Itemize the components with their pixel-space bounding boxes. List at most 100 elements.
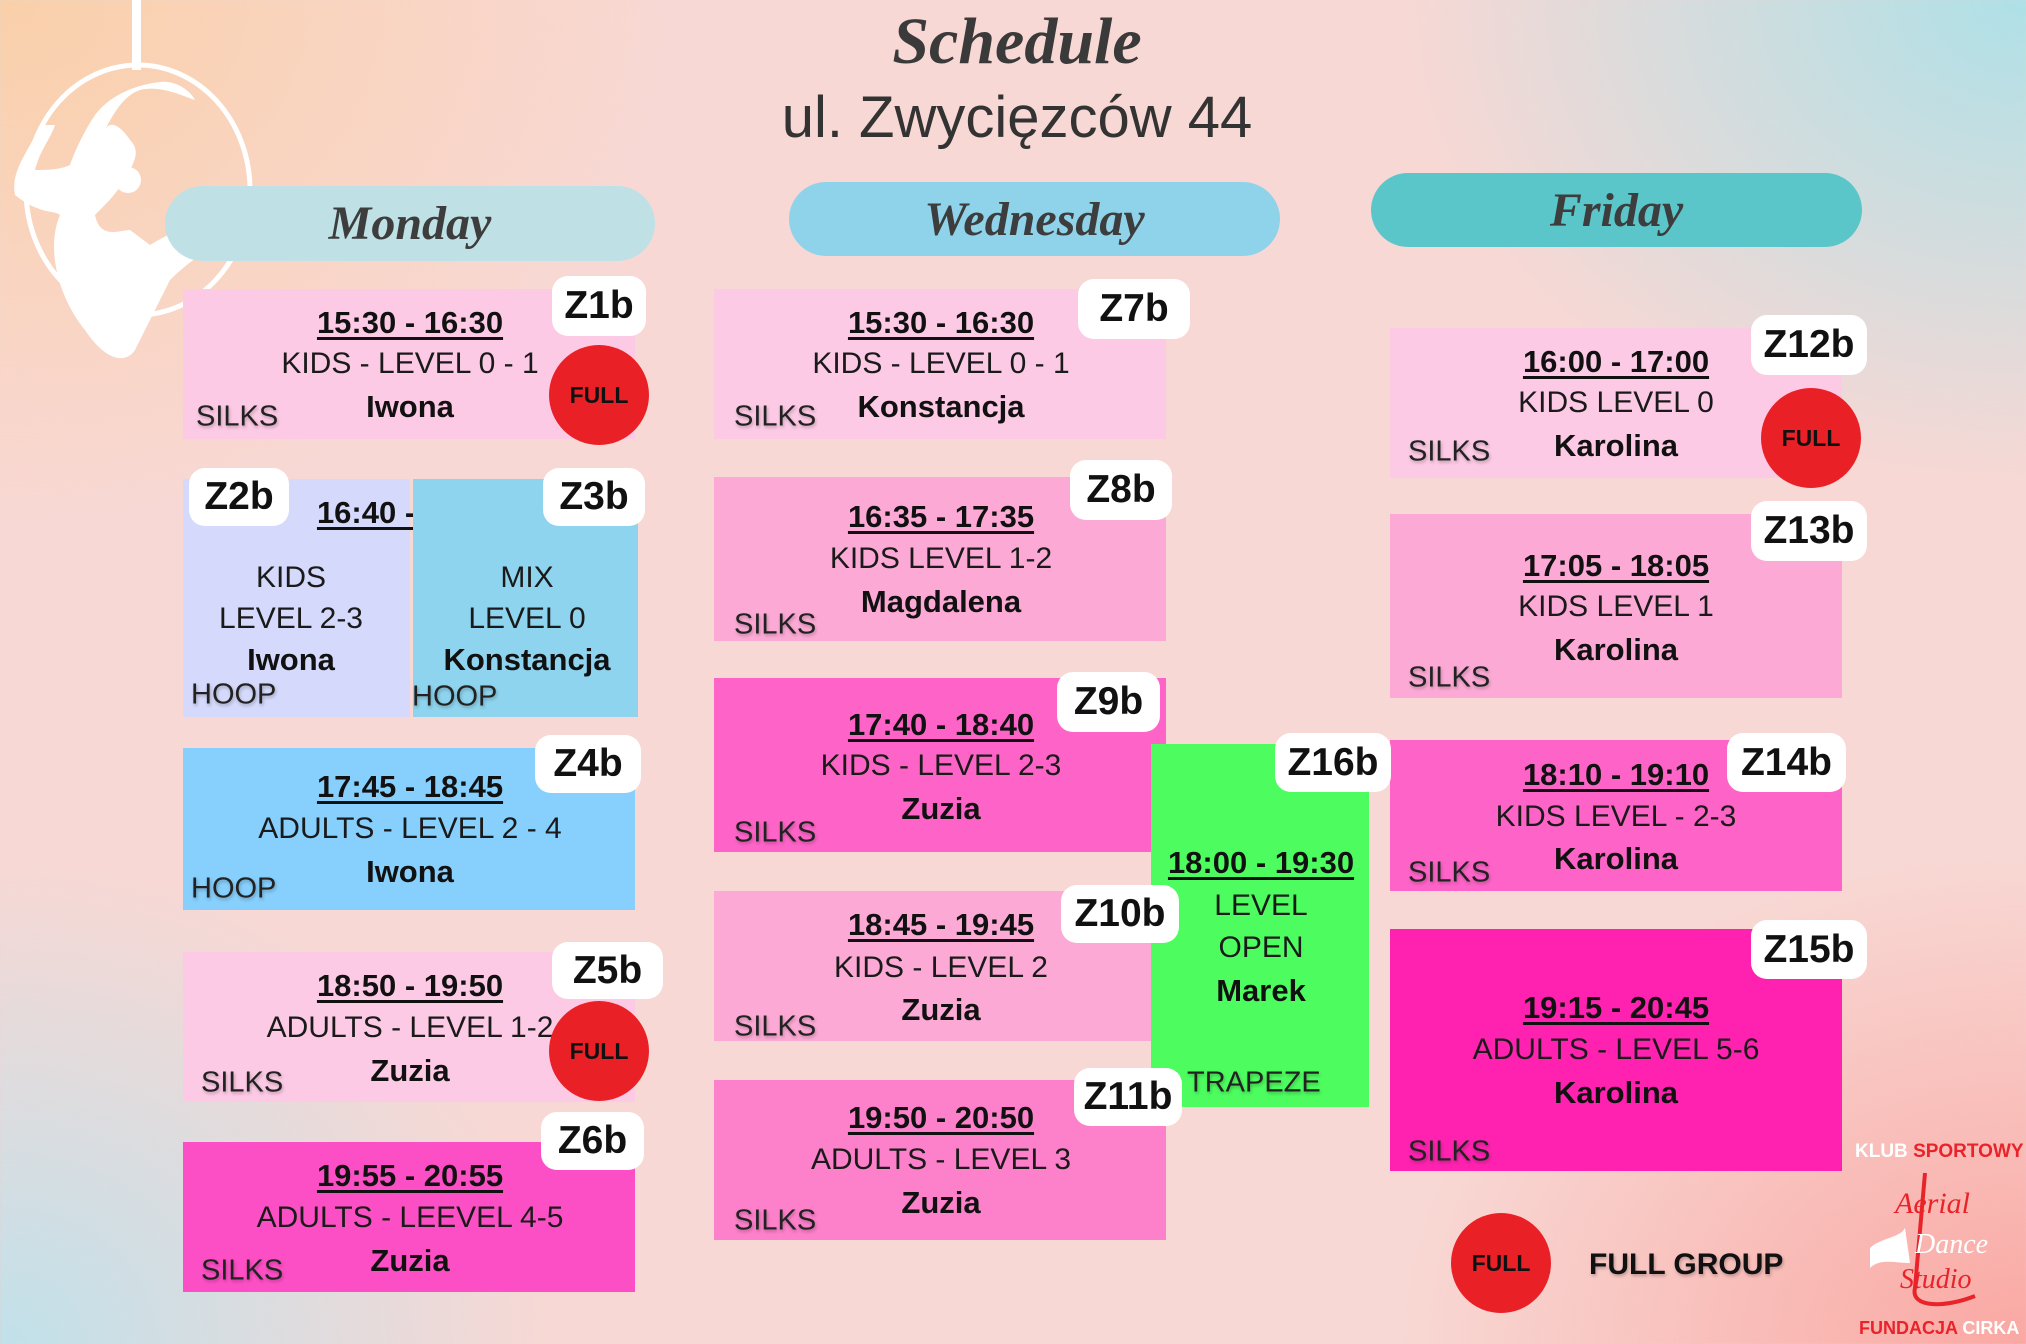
class-level: LEVEL 0 <box>468 602 586 635</box>
class-time: 18:50 - 19:50 <box>316 968 504 1003</box>
class-apparatus: SILKS <box>196 400 279 433</box>
day-label: Friday <box>1549 183 1684 237</box>
class-instructor: Iwona <box>366 854 454 889</box>
full-badge: FULL <box>549 1001 649 1101</box>
class-code-badge: Z3b <box>543 468 645 526</box>
class-instructor: Konstancja <box>857 389 1025 424</box>
full-badge: FULL <box>1761 388 1861 488</box>
legend-full-badge: FULL <box>1451 1213 1551 1313</box>
class-apparatus: SILKS <box>734 816 817 849</box>
class-code-badge: Z4b <box>535 735 641 793</box>
class-code-badge: Z8b <box>1070 460 1172 520</box>
class-time: 17:40 - 18:40 <box>847 707 1035 742</box>
class-instructor: Iwona <box>366 389 454 424</box>
class-instructor: Marek <box>1216 973 1306 1008</box>
class-instructor: Karolina <box>1553 1075 1679 1110</box>
class-code-badge: Z11b <box>1074 1068 1182 1126</box>
class-level: ADULTS - LEVEL 2 - 4 <box>258 812 562 845</box>
class-level: KIDS - LEVEL 2-3 <box>820 749 1062 782</box>
class-level: KIDS - LEVEL 2 <box>834 951 1048 984</box>
class-level: MIX <box>500 561 554 594</box>
class-instructor: Iwona <box>247 642 335 677</box>
class-time: 18:10 - 19:10 <box>1522 757 1710 792</box>
class-apparatus: SILKS <box>734 608 817 641</box>
class-instructor: Konstancja <box>443 642 611 677</box>
class-apparatus: SILKS <box>1408 856 1491 889</box>
class-time: 16:35 - 17:35 <box>847 499 1035 534</box>
address: ul. Zwycięzców 44 <box>781 85 1253 150</box>
class-apparatus: SILKS <box>201 1066 284 1099</box>
class-apparatus: SILKS <box>1408 661 1491 694</box>
day-label: Wednesday <box>924 192 1145 246</box>
class-level: KIDS - LEVEL 0 - 1 <box>281 347 539 380</box>
class-code-badge: Z5b <box>552 942 663 999</box>
class-code-badge: Z12b <box>1751 315 1867 375</box>
class-code-badge: Z10b <box>1061 885 1179 943</box>
class-code-badge: Z15b <box>1751 920 1867 979</box>
class-instructor: Zuzia <box>901 791 981 826</box>
class-instructor: Karolina <box>1553 632 1679 667</box>
logo-bottom-red: FUNDACJA <box>1859 1318 1958 1338</box>
class-apparatus: HOOP <box>191 872 277 905</box>
svg-text:Aerial: Aerial <box>1893 1187 1970 1220</box>
day-header-friday: Friday <box>1371 173 1862 247</box>
class-level: ADULTS - LEVEL 3 <box>810 1143 1072 1176</box>
class-time: 19:15 - 20:45 <box>1522 990 1710 1025</box>
class-code-badge: Z16b <box>1275 733 1391 792</box>
class-time: 18:00 - 19:30 <box>1167 845 1355 880</box>
class-time: 19:50 - 20:50 <box>847 1100 1035 1135</box>
class-card-z16b[interactable] <box>1151 744 1369 1107</box>
class-level: KIDS LEVEL 0 <box>1518 386 1714 419</box>
class-instructor: Zuzia <box>370 1053 450 1088</box>
class-instructor: Zuzia <box>901 992 981 1027</box>
class-apparatus: TRAPEZE <box>1187 1066 1321 1099</box>
class-apparatus: HOOP <box>191 678 277 711</box>
class-level: KIDS LEVEL - 2-3 <box>1495 800 1737 833</box>
class-instructor: Karolina <box>1553 428 1679 463</box>
legend-text: FULL GROUP <box>1589 1248 1784 1281</box>
class-apparatus: SILKS <box>1408 1135 1491 1168</box>
logo-top-red: SPORTOWY <box>1913 1141 2024 1162</box>
day-label: Monday <box>328 197 492 250</box>
class-level: ADULTS - LEEVEL 4-5 <box>256 1201 564 1234</box>
class-code-badge: Z6b <box>541 1112 644 1170</box>
class-level: LEVEL <box>1214 889 1308 922</box>
legend-full-badge-label: FULL <box>1471 1249 1531 1276</box>
class-apparatus: SILKS <box>201 1254 284 1287</box>
class-code-badge: Z1b <box>552 276 646 336</box>
class-code-badge: Z7b <box>1078 279 1190 339</box>
aerial-dance-studio-logo: Aerial Dance Studio <box>1870 1172 1988 1307</box>
class-level: ADULTS - LEVEL 1-2 <box>266 1011 554 1044</box>
full-badge: FULL <box>549 345 649 445</box>
class-instructor: Magdalena <box>860 584 1022 619</box>
svg-text:Studio: Studio <box>1900 1264 1972 1295</box>
class-code-badge: Z13b <box>1751 501 1867 561</box>
class-level: KIDS <box>255 561 327 594</box>
class-time: 18:45 - 19:45 <box>847 907 1035 942</box>
class-apparatus: SILKS <box>734 400 817 433</box>
class-instructor: Zuzia <box>901 1185 981 1220</box>
class-apparatus: SILKS <box>734 1010 817 1043</box>
class-time: 17:45 - 18:45 <box>316 769 504 804</box>
class-time: 17:05 - 18:05 <box>1522 548 1710 583</box>
logo-bottom-white: CIRKA <box>1962 1318 2020 1338</box>
class-time: 15:30 - 16:30 <box>847 305 1035 340</box>
class-level: KIDS - LEVEL 0 - 1 <box>812 347 1070 380</box>
class-apparatus: SILKS <box>734 1204 817 1237</box>
class-code-badge: Z9b <box>1057 672 1160 732</box>
class-level: LEVEL 2-3 <box>219 602 363 635</box>
class-instructor: Karolina <box>1553 841 1679 876</box>
logo-top-text: KLUB SPORTOWY <box>1855 1141 2024 1163</box>
svg-text:Dance: Dance <box>1914 1229 1988 1260</box>
page-title: Schedule <box>892 5 1142 78</box>
class-time: 16:00 - 17:00 <box>1522 344 1710 379</box>
class-level: ADULTS - LEVEL 5-6 <box>1472 1033 1760 1066</box>
day-header-monday: Monday <box>165 186 655 261</box>
class-level: KIDS LEVEL 1 <box>1518 590 1714 623</box>
day-header-wednesday: Wednesday <box>789 182 1280 256</box>
class-code-badge: Z2b <box>189 468 289 526</box>
class-code-badge: Z14b <box>1727 733 1846 792</box>
class-level: OPEN <box>1218 931 1304 964</box>
class-time: 19:55 - 20:55 <box>316 1158 504 1193</box>
logo-bottom-text: FUNDACJA CIRKA <box>1859 1318 2019 1339</box>
